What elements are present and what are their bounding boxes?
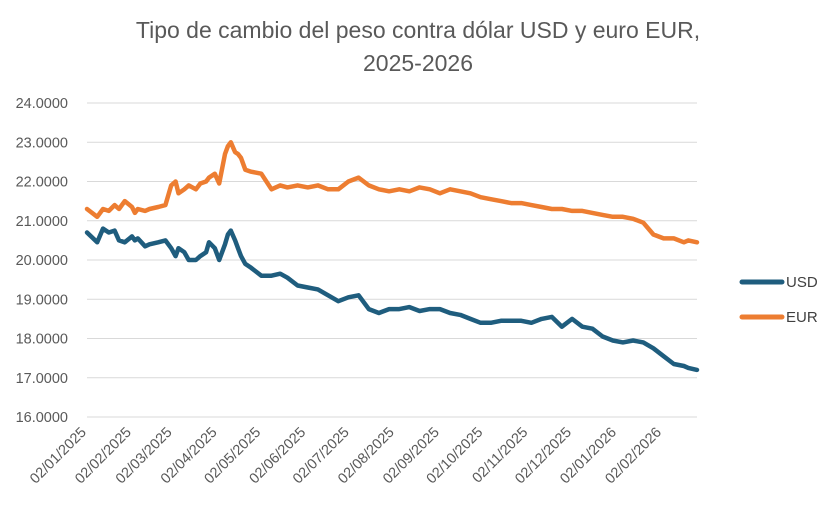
- y-tick-label: 17.0000: [16, 371, 68, 387]
- gridlines: [87, 102, 697, 418]
- y-tick-label: 18.0000: [16, 332, 68, 348]
- y-tick-label: 16.0000: [16, 410, 68, 426]
- y-tick-label: 23.0000: [16, 135, 68, 151]
- y-axis-labels: 16.0000 17.0000 18.0000 19.0000 20.0000 21.00…: [16, 96, 68, 426]
- legend-label-eur: EUR: [786, 309, 818, 326]
- chart-title-line-1: Tipo de cambio del peso contra dólar USD…: [136, 17, 700, 43]
- y-tick-label: 24.0000: [16, 96, 68, 112]
- series-line-eur: [84, 140, 700, 245]
- y-tick-label: 19.0000: [16, 292, 68, 308]
- series-line-usd: [84, 226, 700, 373]
- legend: USD EUR: [739, 274, 818, 326]
- x-axis-labels: 02/01/202502/02/202502/03/202502/04/2025…: [27, 425, 665, 488]
- plot-lines: [84, 140, 700, 373]
- chart-title-line-2: 2025-2026: [363, 50, 473, 76]
- y-tick-label: 22.0000: [16, 175, 68, 191]
- y-tick-label: 20.0000: [16, 253, 68, 269]
- legend-label-usd: USD: [786, 274, 818, 291]
- y-tick-label: 21.0000: [16, 214, 68, 230]
